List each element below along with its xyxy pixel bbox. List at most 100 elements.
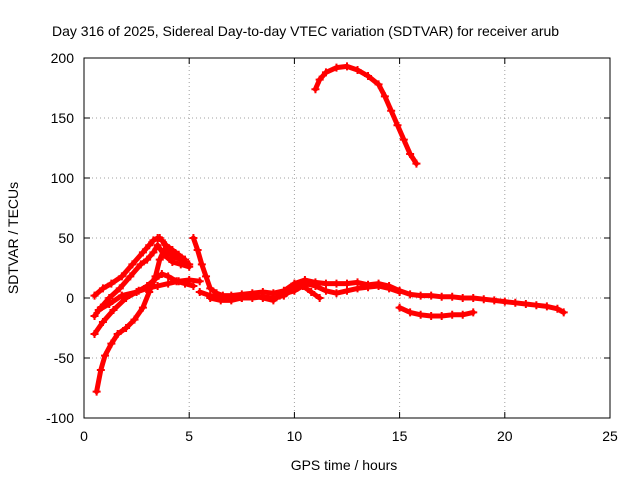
data-point-marker <box>138 303 147 312</box>
series-line <box>312 63 419 167</box>
data-point-marker <box>132 288 141 296</box>
y-tick-label: 50 <box>58 230 74 246</box>
data-point-marker <box>332 289 341 298</box>
x-axis-label: GPS time / hours <box>291 457 398 473</box>
data-point-marker <box>258 294 267 302</box>
data-point-marker <box>385 284 394 293</box>
data-point-marker <box>174 277 183 286</box>
x-tick-label: 0 <box>80 428 88 444</box>
data-point-marker <box>117 291 126 300</box>
data-point-marker <box>164 272 173 281</box>
data-point-marker <box>237 294 246 302</box>
y-tick-label: 200 <box>51 50 75 66</box>
data-point-marker <box>269 296 278 305</box>
series-pass-2 <box>90 234 189 300</box>
data-point-marker <box>542 302 551 311</box>
data-point-marker <box>117 272 126 281</box>
data-point-marker <box>162 241 171 250</box>
data-point-marker <box>206 284 215 293</box>
data-point-marker <box>216 296 225 305</box>
data-point-marker <box>311 282 320 290</box>
data-point-marker <box>98 284 107 293</box>
data-point-marker <box>532 301 541 310</box>
x-tick-label: 10 <box>287 428 303 444</box>
x-tick-label: 20 <box>497 428 513 444</box>
series-line <box>94 247 192 395</box>
data-point-marker <box>153 282 162 290</box>
data-point-marker <box>157 270 166 278</box>
data-point-marker <box>387 106 396 115</box>
data-point-marker <box>321 279 330 288</box>
series-pass-1 <box>92 246 194 396</box>
data-point-marker <box>364 72 373 80</box>
data-point-marker <box>157 236 166 245</box>
data-point-marker <box>416 310 425 319</box>
data-point-marker <box>458 310 467 319</box>
data-point-marker <box>195 277 204 286</box>
data-point-marker <box>189 234 198 242</box>
data-point-marker <box>406 290 415 299</box>
data-point-marker <box>227 296 236 305</box>
data-point-marker <box>90 291 99 300</box>
y-tick-label: 150 <box>51 110 75 126</box>
data-point-marker <box>406 308 415 317</box>
x-tick-label: 25 <box>602 428 618 444</box>
data-point-marker <box>412 159 421 168</box>
data-point-marker <box>90 312 99 320</box>
data-point-marker <box>332 279 341 288</box>
axis-ticks: -100 -50 0 50 100 150 200 0 5 10 15 20 25 <box>46 50 618 444</box>
data-point-marker <box>479 295 488 304</box>
data-point-marker <box>126 272 135 281</box>
data-point-marker <box>174 250 183 259</box>
data-point-marker <box>406 150 415 158</box>
data-point-marker <box>448 310 457 319</box>
data-point-marker <box>151 274 160 283</box>
data-point-marker <box>290 286 299 295</box>
data-point-marker <box>437 292 446 301</box>
data-point-marker <box>448 292 457 301</box>
data-point-marker <box>490 296 499 305</box>
y-tick-label: -50 <box>54 350 74 366</box>
data-point-marker <box>159 250 168 259</box>
data-point-marker <box>92 387 101 396</box>
data-point-marker <box>90 330 99 338</box>
data-point-marker <box>180 255 189 264</box>
data-point-marker <box>195 288 204 296</box>
data-point-marker <box>298 282 307 290</box>
data-point-marker <box>343 62 351 71</box>
data-point-marker <box>332 63 341 72</box>
series-pass-8 <box>206 282 324 305</box>
data-point-marker <box>115 284 124 293</box>
data-point-marker <box>143 284 152 293</box>
data-point-marker <box>458 294 467 302</box>
data-point-marker <box>395 303 404 312</box>
series-pass-6 <box>189 234 568 317</box>
data-point-marker <box>307 288 316 296</box>
data-point-marker <box>107 279 116 288</box>
data-point-marker <box>393 121 402 130</box>
data-point-marker <box>98 318 107 326</box>
data-point-marker <box>122 324 131 332</box>
series-line <box>190 235 567 315</box>
y-tick-label: 100 <box>51 170 75 186</box>
data-point-marker <box>275 291 284 300</box>
data-point-marker <box>469 294 478 302</box>
data-point-marker <box>315 75 324 84</box>
data-point-marker <box>343 286 351 295</box>
data-point-marker <box>343 279 351 288</box>
data-point-marker <box>353 66 362 74</box>
data-point-marker <box>521 300 530 308</box>
x-tick-label: 5 <box>185 428 193 444</box>
data-point-marker <box>143 255 152 264</box>
data-point-marker <box>500 297 509 306</box>
data-point-marker <box>380 92 389 101</box>
data-point-marker <box>138 248 147 257</box>
series-pass-5 <box>94 276 204 314</box>
series-layer <box>90 62 568 396</box>
data-point-marker <box>395 288 404 296</box>
data-point-marker <box>164 279 173 288</box>
data-point-marker <box>94 306 103 314</box>
x-tick-label: 15 <box>392 428 408 444</box>
data-point-marker <box>311 85 320 94</box>
